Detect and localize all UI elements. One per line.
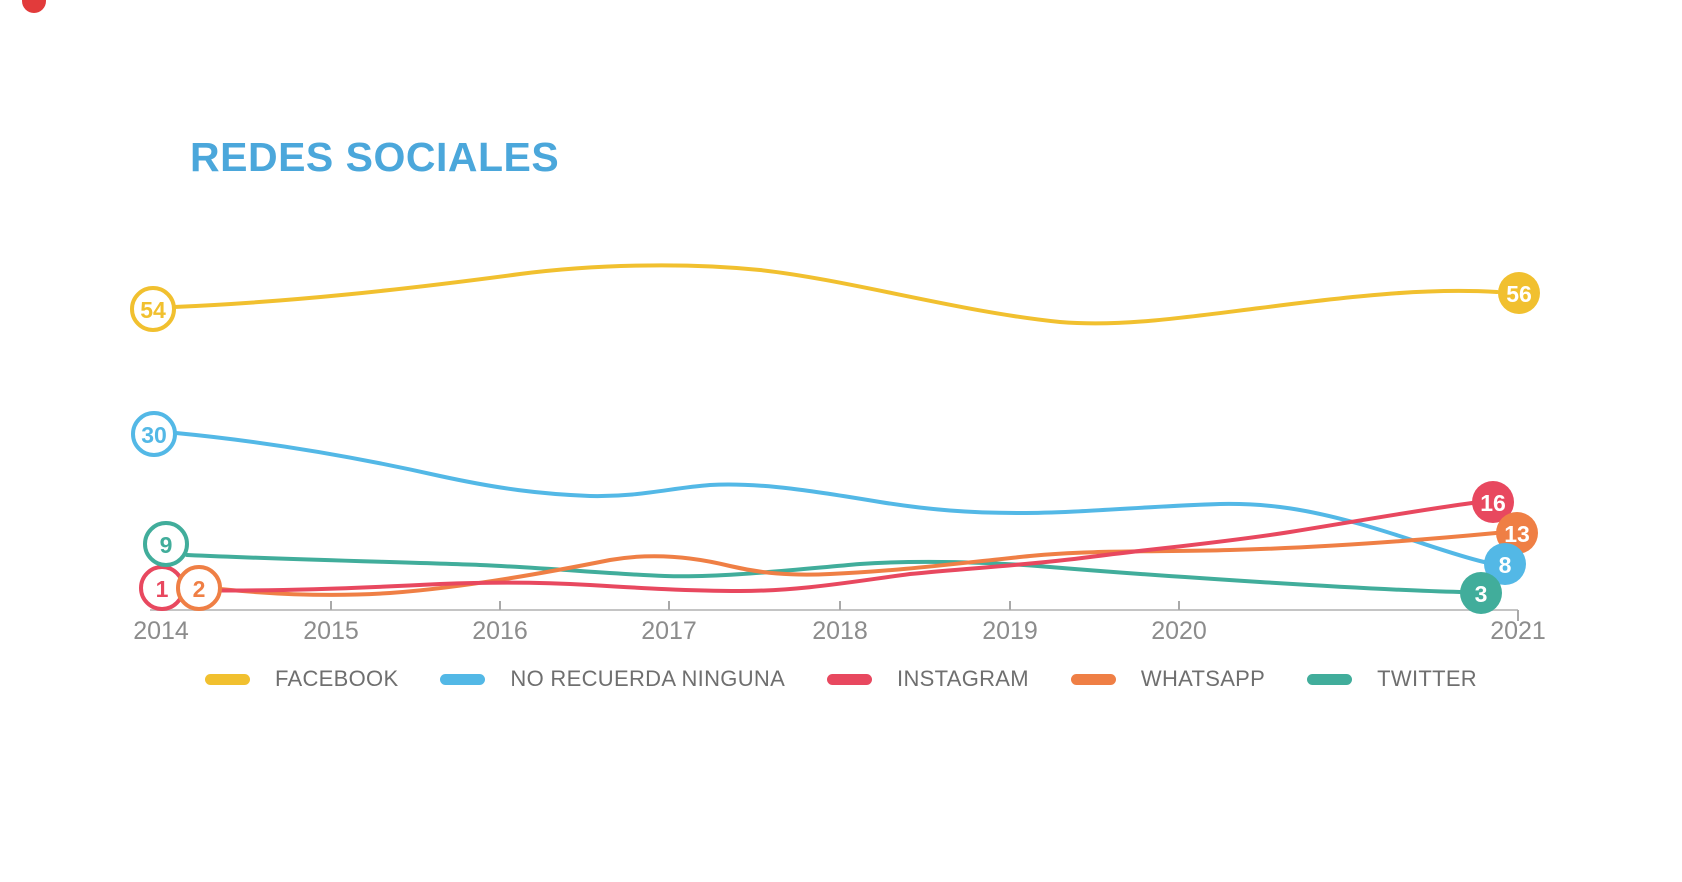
marker-circle: [143, 521, 189, 567]
legend-item-instagram[interactable]: INSTAGRAM: [827, 666, 1029, 692]
legend-label: NO RECUERDA NINGUNA: [510, 666, 786, 691]
marker-circle: [1498, 272, 1540, 314]
marker-value: 16: [1480, 490, 1506, 516]
marker-circle: [131, 411, 177, 457]
marker-circle: [1484, 543, 1526, 585]
twitter-swatch-icon: [1307, 673, 1353, 685]
whatsapp-line: [218, 531, 1498, 597]
x-tick-label-2016: 2016: [472, 617, 528, 645]
legend-item-whatsapp[interactable]: WHATSAPP: [1070, 666, 1266, 692]
facebook-swatch-icon: [204, 673, 250, 685]
marker-value: 13: [1504, 521, 1530, 547]
marker-value: 9: [160, 532, 173, 558]
marker-value: 56: [1506, 281, 1532, 307]
legend: FACEBOOK NO RECUERDA NINGUNA INSTAGRAM W…: [0, 666, 1682, 692]
marker-circle: [1472, 481, 1514, 523]
x-tick-label-2020: 2020: [1151, 617, 1207, 645]
facebook-start-marker: 54: [130, 286, 176, 332]
legend-label: INSTAGRAM: [897, 666, 1029, 691]
x-tick-label-2021: 2021: [1490, 617, 1546, 645]
no-recuerda-ninguna-swatch-icon: [440, 673, 486, 685]
chart-title: REDES SOCIALES: [190, 134, 560, 180]
facebook-end-marker: 56: [1498, 272, 1540, 314]
x-tick-label-2014: 2014: [133, 617, 189, 645]
instagram-end-marker: 16: [1472, 481, 1514, 523]
corner-red-mark: [22, 0, 46, 13]
twitter-start-marker: 9: [143, 521, 189, 567]
no-recuerda-ninguna-end-marker: 8: [1484, 543, 1526, 585]
marker-circle: [130, 286, 176, 332]
x-tick-label-2017: 2017: [641, 617, 697, 645]
marker-value: 30: [141, 422, 167, 448]
twitter-end-marker: 3: [1460, 572, 1502, 614]
marker-value: 1: [156, 576, 169, 602]
marker-value: 3: [1475, 581, 1488, 607]
x-tick-label-2019: 2019: [982, 617, 1038, 645]
marker-value: 54: [140, 297, 166, 323]
legend-label: TWITTER: [1377, 666, 1477, 691]
instagram-line: [181, 501, 1474, 594]
no-recuerda-ninguna-start-marker: 30: [131, 411, 177, 457]
legend-label: FACEBOOK: [274, 666, 399, 691]
marker-value: 2: [193, 576, 206, 602]
x-tick-label-2015: 2015: [303, 617, 359, 645]
marker-value: 8: [1499, 552, 1512, 578]
no-recuerda-ninguna-line: [174, 431, 1486, 564]
instagram-swatch-icon: [827, 673, 873, 685]
x-tick-label-2018: 2018: [812, 617, 868, 645]
legend-item-no-recuerda-ninguna[interactable]: NO RECUERDA NINGUNA: [440, 666, 785, 692]
legend-label: WHATSAPP: [1140, 666, 1266, 691]
twitter-line: [185, 553, 1462, 594]
whatsapp-swatch-icon: [1070, 673, 1116, 685]
legend-item-facebook[interactable]: FACEBOOK: [204, 666, 399, 692]
legend-item-twitter[interactable]: TWITTER: [1307, 666, 1477, 692]
marker-circle: [176, 565, 222, 611]
facebook-line: [172, 263, 1499, 326]
whatsapp-start-marker: 2: [176, 565, 222, 611]
marker-circle: [1460, 572, 1502, 614]
